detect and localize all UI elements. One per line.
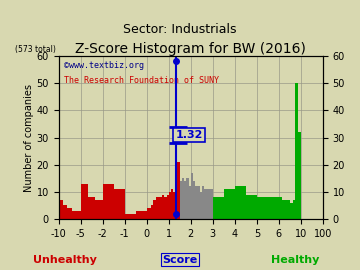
- Bar: [67, 208, 72, 219]
- Bar: [204, 189, 206, 219]
- Bar: [246, 195, 257, 219]
- Bar: [156, 197, 158, 219]
- Bar: [279, 197, 282, 219]
- Bar: [199, 192, 202, 219]
- Bar: [195, 187, 197, 219]
- Bar: [103, 184, 114, 219]
- Bar: [284, 200, 287, 219]
- Text: Unhealthy: Unhealthy: [33, 255, 97, 265]
- Bar: [293, 200, 295, 219]
- Bar: [160, 197, 162, 219]
- Bar: [186, 178, 189, 219]
- Bar: [213, 197, 224, 219]
- Title: Z-Score Histogram for BW (2016): Z-Score Histogram for BW (2016): [75, 42, 306, 56]
- Bar: [282, 200, 284, 219]
- Bar: [63, 205, 67, 219]
- Bar: [202, 187, 204, 219]
- Bar: [167, 195, 169, 219]
- Bar: [149, 208, 151, 219]
- Bar: [136, 211, 147, 219]
- Text: 1.32: 1.32: [175, 130, 203, 140]
- Bar: [189, 187, 191, 219]
- Bar: [235, 187, 246, 219]
- Bar: [114, 189, 125, 219]
- Bar: [88, 197, 95, 219]
- Bar: [193, 181, 195, 219]
- Text: Score: Score: [162, 255, 198, 265]
- Text: Healthy: Healthy: [271, 255, 319, 265]
- Bar: [153, 200, 156, 219]
- Bar: [147, 208, 149, 219]
- Bar: [268, 197, 279, 219]
- Bar: [180, 181, 182, 219]
- Bar: [171, 189, 173, 219]
- Bar: [165, 197, 167, 219]
- Y-axis label: Number of companies: Number of companies: [24, 83, 34, 191]
- Bar: [81, 184, 88, 219]
- Text: ©www.textbiz.org: ©www.textbiz.org: [64, 61, 144, 70]
- Bar: [173, 192, 176, 219]
- Bar: [162, 195, 165, 219]
- Bar: [206, 189, 208, 219]
- Bar: [182, 178, 184, 219]
- Bar: [197, 187, 199, 219]
- Bar: [158, 197, 160, 219]
- Bar: [176, 162, 180, 219]
- Bar: [257, 197, 268, 219]
- Text: Sector: Industrials: Sector: Industrials: [123, 23, 237, 36]
- Bar: [224, 189, 235, 219]
- Bar: [290, 203, 293, 219]
- Bar: [95, 200, 103, 219]
- Bar: [184, 181, 186, 219]
- Bar: [211, 189, 213, 219]
- Text: (573 total): (573 total): [15, 45, 56, 54]
- Bar: [287, 200, 290, 219]
- Bar: [298, 132, 301, 219]
- Bar: [76, 211, 81, 219]
- Bar: [59, 200, 63, 219]
- Bar: [72, 211, 76, 219]
- Bar: [191, 173, 193, 219]
- Bar: [295, 83, 298, 219]
- Bar: [151, 205, 153, 219]
- Bar: [208, 189, 211, 219]
- Bar: [125, 214, 136, 219]
- Text: The Research Foundation of SUNY: The Research Foundation of SUNY: [64, 76, 219, 85]
- Bar: [169, 192, 171, 219]
